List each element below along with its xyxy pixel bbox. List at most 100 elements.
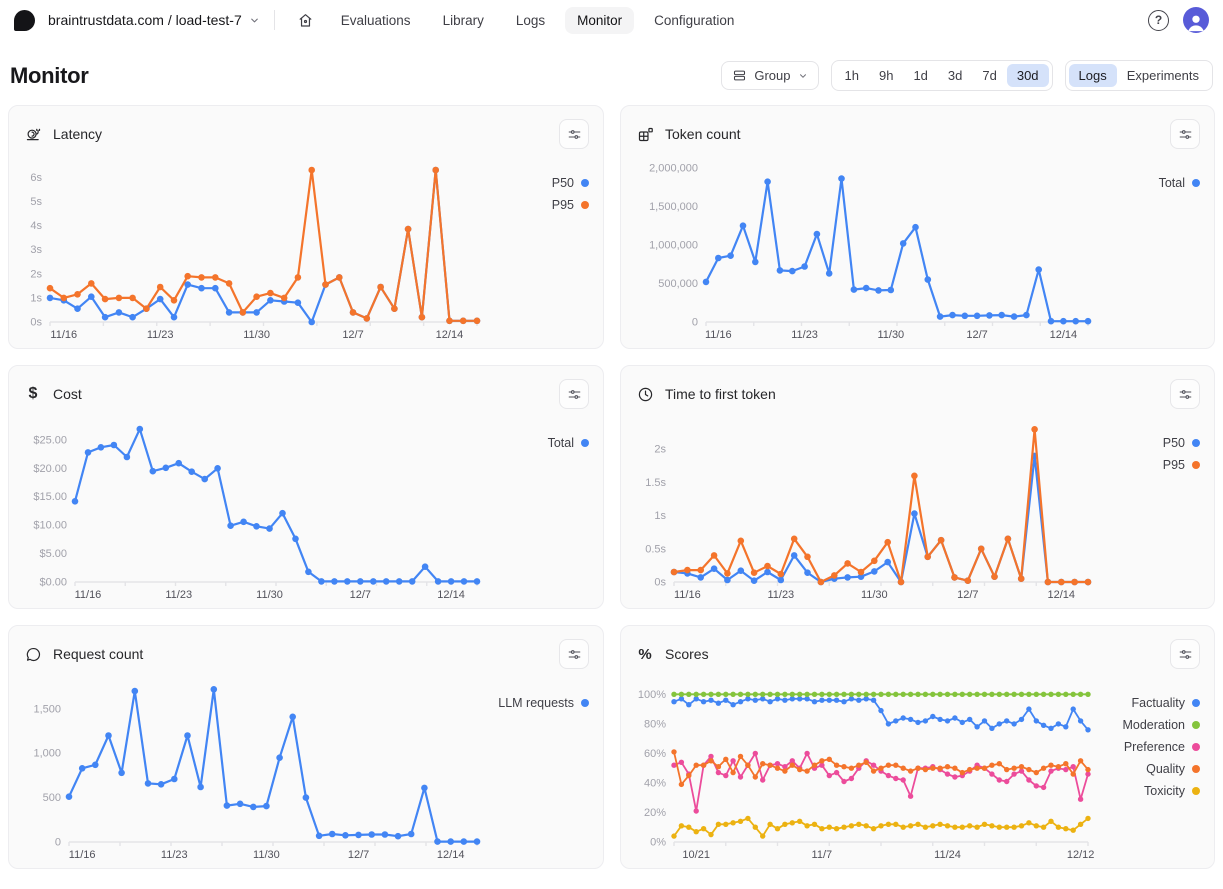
svg-text:11/23: 11/23 (165, 589, 192, 601)
svg-text:11/16: 11/16 (50, 329, 77, 341)
snail-icon (23, 126, 43, 143)
chart-settings-button[interactable] (1170, 379, 1200, 409)
svg-text:60%: 60% (644, 748, 666, 760)
svg-text:5s: 5s (30, 196, 42, 208)
time-range-segmented: 1h 9h 1d 3d 7d 30d (830, 60, 1053, 91)
svg-text:11/7: 11/7 (812, 849, 833, 861)
chart-settings-button[interactable] (559, 639, 589, 669)
svg-text:80%: 80% (644, 718, 666, 730)
legend-item-quality[interactable]: Quality (1146, 762, 1200, 776)
time-range-1h[interactable]: 1h (835, 64, 869, 87)
legend-dot (1192, 721, 1200, 729)
chart-title: Request count (53, 646, 144, 662)
nav-item-logs[interactable]: Logs (504, 7, 557, 34)
time-range-9h[interactable]: 9h (869, 64, 903, 87)
svg-text:$0.00: $0.00 (39, 577, 67, 589)
page-title: Monitor (10, 62, 89, 88)
legend-dot (1192, 765, 1200, 773)
legend-item-p50[interactable]: P50 (1163, 436, 1200, 450)
chart-legend: Total (485, 412, 589, 602)
svg-text:1.5s: 1.5s (645, 477, 666, 489)
svg-text:2s: 2s (654, 444, 666, 456)
svg-text:11/30: 11/30 (861, 589, 888, 601)
chart-card-time-to-first-token: Time to first token 0s 0.5s 1s 1.5s 2s 11/16 1… (620, 365, 1215, 609)
svg-text:500: 500 (43, 792, 61, 804)
legend-dot (1192, 743, 1200, 751)
home-button[interactable] (291, 6, 321, 34)
svg-text:12/7: 12/7 (350, 589, 371, 601)
svg-text:0.5s: 0.5s (645, 543, 666, 555)
time-range-3d[interactable]: 3d (938, 64, 972, 87)
svg-text:12/7: 12/7 (966, 329, 987, 341)
svg-text:0s: 0s (30, 317, 42, 329)
chart-card-latency: Latency 0s 1s 2s 3s 4s 5s 6s 11/16 11/23 11/30 12/… (8, 105, 604, 349)
legend-item-preference[interactable]: Preference (1124, 740, 1200, 754)
chart-legend: Total (1096, 152, 1200, 342)
time-range-30d[interactable]: 30d (1006, 64, 1049, 87)
group-button[interactable]: Group (721, 61, 819, 90)
svg-text:12/14: 12/14 (437, 849, 465, 861)
chart-settings-button[interactable] (559, 119, 589, 149)
chart-plot: 0 500 1,000 1,500 11/16 11/23 11/30 12/7 12/14 (23, 672, 485, 862)
chart-legend: Factuality Moderation Preference Quality Tox… (1096, 672, 1200, 862)
braintrust-logo[interactable] (14, 9, 35, 31)
clock-icon (635, 386, 655, 403)
svg-text:12/12: 12/12 (1067, 849, 1095, 861)
group-icon (732, 68, 747, 83)
legend-dot (581, 201, 589, 209)
legend-item-total[interactable]: Total (548, 436, 589, 450)
svg-text:11/16: 11/16 (674, 589, 701, 601)
legend-dot (1192, 461, 1200, 469)
svg-text:500,000: 500,000 (658, 278, 698, 290)
chart-plot: 0s 1s 2s 3s 4s 5s 6s 11/16 11/23 11/30 12/7 12/14 (23, 152, 485, 342)
workspace-switcher[interactable]: braintrustdata.com / load-test-7 (48, 12, 260, 28)
legend-item-moderation[interactable]: Moderation (1122, 718, 1200, 732)
svg-text:12/14: 12/14 (1050, 329, 1078, 341)
legend-item-total[interactable]: Total (1159, 176, 1200, 190)
nav-item-monitor[interactable]: Monitor (565, 6, 635, 34)
breadcrumb: braintrustdata.com / load-test-7 (48, 12, 242, 28)
sliders-icon (567, 647, 582, 662)
view-toggle-experiments[interactable]: Experiments (1117, 64, 1209, 87)
svg-text:11/30: 11/30 (256, 589, 283, 601)
chart-settings-button[interactable] (1170, 119, 1200, 149)
nav-item-configuration[interactable]: Configuration (642, 7, 746, 34)
svg-text:0: 0 (55, 837, 61, 849)
chart-settings-button[interactable] (1170, 639, 1200, 669)
svg-text:0: 0 (692, 317, 698, 329)
svg-text:10/21: 10/21 (682, 849, 710, 861)
legend-dot (1192, 179, 1200, 187)
help-button[interactable]: ? (1148, 9, 1169, 31)
legend-item-p50[interactable]: P50 (552, 176, 589, 190)
person-icon (1185, 10, 1207, 33)
legend-item-p95[interactable]: P95 (1163, 458, 1200, 472)
chart-title: Token count (665, 126, 741, 142)
chart-settings-button[interactable] (559, 379, 589, 409)
chat-bubble-icon (23, 646, 43, 663)
chart-legend: LLM requests (485, 672, 589, 862)
svg-text:11/30: 11/30 (253, 849, 280, 861)
view-toggle-logs[interactable]: Logs (1068, 64, 1117, 87)
chart-plot: 0 500,000 1,000,000 1,500,000 2,000,000 11/16… (635, 152, 1096, 342)
svg-text:2,000,000: 2,000,000 (649, 162, 698, 174)
svg-text:100%: 100% (638, 689, 666, 701)
time-range-7d[interactable]: 7d (972, 64, 1006, 87)
svg-text:4s: 4s (30, 220, 42, 232)
user-avatar[interactable] (1183, 7, 1209, 33)
legend-dot (581, 439, 589, 447)
svg-text:11/16: 11/16 (705, 329, 732, 341)
toolbar: Group 1h 9h 1d 3d 7d 30d Logs Experiment… (721, 60, 1213, 91)
svg-text:11/30: 11/30 (877, 329, 904, 341)
chart-legend: P50 P95 (485, 152, 589, 342)
nav-item-evaluations[interactable]: Evaluations (329, 7, 423, 34)
sliders-icon (1178, 387, 1193, 402)
legend-item-toxicity[interactable]: Toxicity (1144, 784, 1200, 798)
chart-card-cost: $ Cost $0.00 $5.00 $10.00 $15.00 $20.00 $25.0… (8, 365, 604, 609)
legend-item-p95[interactable]: P95 (552, 198, 589, 212)
legend-item-llm-requests[interactable]: LLM requests (498, 696, 589, 710)
nav-item-library[interactable]: Library (431, 7, 496, 34)
chart-title: Scores (665, 646, 709, 662)
time-range-1d[interactable]: 1d (903, 64, 937, 87)
legend-dot (1192, 699, 1200, 707)
legend-item-factuality[interactable]: Factuality (1132, 696, 1200, 710)
